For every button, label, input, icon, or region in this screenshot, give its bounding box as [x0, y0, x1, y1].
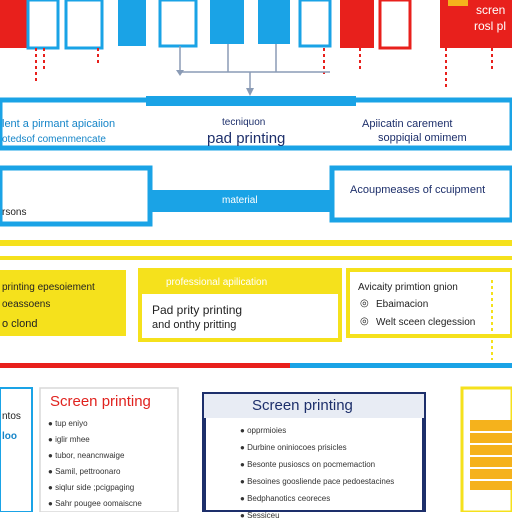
- bottom-center-list: ● opprmioies ● Durbine oniniocoes prisic…: [240, 422, 420, 524]
- bottom-left-partial: [0, 387, 33, 512]
- list-item: ● tubor, neancnwaige: [48, 451, 125, 460]
- blue-left-small: rsons: [2, 207, 27, 218]
- blue-material-label: material: [222, 195, 258, 206]
- bottom-center-title: Screen printing: [252, 397, 353, 414]
- bottom-left-list: ● tup eniyo ● iglir mhee ● tubor, neancn…: [48, 416, 174, 512]
- bottom-left-title: Screen printing: [50, 393, 151, 410]
- blue-right-lower: Acoupmeases of ccuipment: [350, 184, 486, 196]
- list-item: ● Durbine oniniocoes prisicles: [240, 443, 347, 452]
- blue-center-label-1: tecniquon: [222, 117, 266, 128]
- top-box-blue-1: [118, 0, 146, 46]
- blue-center-label-2: pad printing: [207, 130, 286, 147]
- yellow-box-left: [0, 270, 126, 336]
- bottom-left-panel: [39, 387, 179, 512]
- yellow-right-label-1: Avicaity primtion gnion: [358, 282, 458, 293]
- yellow-left-label-2: oeassoens: [2, 299, 51, 310]
- top-box-white-4: [298, 0, 332, 48]
- diagram-canvas: [0, 0, 512, 512]
- list-item: ● Besoines goosliende pace pedoestacines: [240, 477, 395, 486]
- blue-right-label-1: Apiicatin carement: [362, 118, 453, 130]
- top-box-white-1: [26, 0, 60, 50]
- blue-band-material: [150, 190, 332, 212]
- blue-band-bottom-right: [329, 165, 512, 223]
- list-item: ● tup eniyo: [48, 419, 88, 428]
- list-item: ● Bedphanotics ceoreces: [240, 494, 331, 503]
- yellow-right-bullet-1: ◎: [360, 298, 369, 309]
- yellow-right-item-1: Ebaimacion: [376, 299, 429, 310]
- yellow-line-2: [0, 256, 512, 260]
- yellow-right-item-2: Welt sceen clegession: [376, 317, 476, 328]
- yellow-box-right: [346, 268, 512, 338]
- blue-left-label-2: otedsof comenmencate: [2, 134, 106, 145]
- top-box-blue-3: [258, 0, 290, 44]
- yellow-center-title: professional apilication: [166, 277, 268, 288]
- list-item: ● Sessiceu: [240, 511, 280, 520]
- top-box-white-2: [64, 0, 104, 50]
- yellow-left-label-3: o clond: [2, 318, 38, 330]
- top-screen-label-1: scren: [476, 3, 506, 17]
- top-box-white-3: [158, 0, 198, 48]
- list-item: ● Samil, pettroonaro: [48, 467, 121, 476]
- yellow-line-top: [0, 240, 512, 246]
- blue-band-top-notch: [146, 96, 356, 106]
- top-box-red-mid: [340, 0, 374, 48]
- top-screen-label-2: rosl pl: [474, 19, 507, 33]
- bottom-left-partial-1: ntos: [2, 411, 21, 422]
- top-box-red-left: [0, 0, 28, 48]
- blue-left-label-1: lent a pirmant apicaiion: [2, 118, 116, 130]
- top-box-white-5: [378, 0, 412, 50]
- blue-divider: [290, 363, 512, 368]
- yellow-right-bullet-2: ◎: [360, 316, 369, 327]
- list-item: ● Sahr pougee oomaiscne: [48, 499, 142, 508]
- list-item: ● Besonte pusioscs on pocmemaction: [240, 460, 376, 469]
- bottom-center-header: [204, 394, 424, 418]
- blue-right-label-2: soppiqial omimem: [378, 132, 467, 144]
- list-item: ● siqlur side ;pcigpaging: [48, 483, 135, 492]
- list-item: ● iglir mhee: [48, 435, 90, 444]
- top-box-blue-2: [210, 0, 244, 44]
- yellow-center-label-2: and onthy pritting: [152, 319, 237, 331]
- top-box-accent: [448, 0, 468, 6]
- red-divider: [0, 363, 290, 368]
- bottom-left-partial-2: loo: [2, 431, 17, 442]
- top-box-red-right: [440, 0, 512, 48]
- yellow-left-label-1: printing epesoiement: [2, 282, 95, 293]
- yellow-center-label-1: Pad prity printing: [152, 303, 243, 317]
- list-item: ● opprmioies: [240, 426, 287, 435]
- yellow-box-center-top: [140, 268, 340, 294]
